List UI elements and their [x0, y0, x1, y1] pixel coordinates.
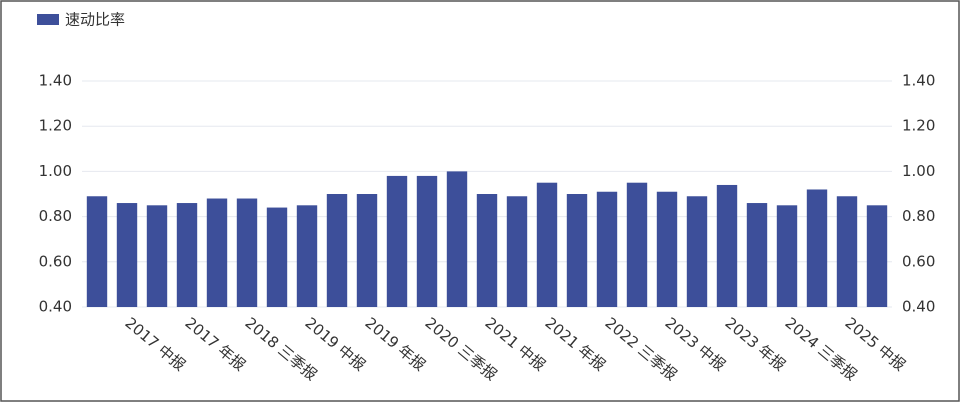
- bar: [746, 203, 768, 307]
- bar: [476, 194, 498, 307]
- bar: [836, 196, 858, 307]
- bar: [566, 194, 588, 307]
- bar: [536, 182, 558, 307]
- bar: [356, 194, 378, 307]
- bar: [626, 182, 648, 307]
- y-tick-label: 0.80: [39, 207, 72, 225]
- y2-tick-label: 0.60: [902, 252, 935, 270]
- bar: [866, 205, 888, 307]
- bar: [806, 189, 828, 307]
- bar: [206, 198, 228, 307]
- y-tick-label: 1.00: [39, 162, 72, 180]
- y2-tick-label: 1.40: [902, 72, 935, 90]
- bar: [776, 205, 798, 307]
- y2-tick-label: 0.80: [902, 207, 935, 225]
- y-tick-label: 0.40: [39, 298, 72, 316]
- bar: [296, 205, 318, 307]
- bar: [506, 196, 528, 307]
- bar: [86, 196, 108, 307]
- bar: [416, 175, 438, 307]
- bar: [596, 191, 618, 307]
- bar: [716, 184, 738, 307]
- y2-tick-label: 1.20: [902, 117, 935, 135]
- bar: [116, 203, 138, 307]
- bar: [236, 198, 258, 307]
- y-tick-label: 1.20: [39, 117, 72, 135]
- y-tick-label: 0.60: [39, 252, 72, 270]
- bar: [446, 171, 468, 307]
- y2-tick-label: 1.00: [902, 162, 935, 180]
- bar: [656, 191, 678, 307]
- legend-swatch: [37, 14, 59, 25]
- bar: [686, 196, 708, 307]
- legend-label: 速动比率: [65, 11, 125, 29]
- bar: [386, 175, 408, 307]
- bar: [326, 194, 348, 307]
- y2-tick-label: 0.40: [902, 298, 935, 316]
- bar: [176, 203, 198, 307]
- bar: [266, 207, 288, 307]
- bar: [146, 205, 168, 307]
- y-tick-label: 1.40: [39, 72, 72, 90]
